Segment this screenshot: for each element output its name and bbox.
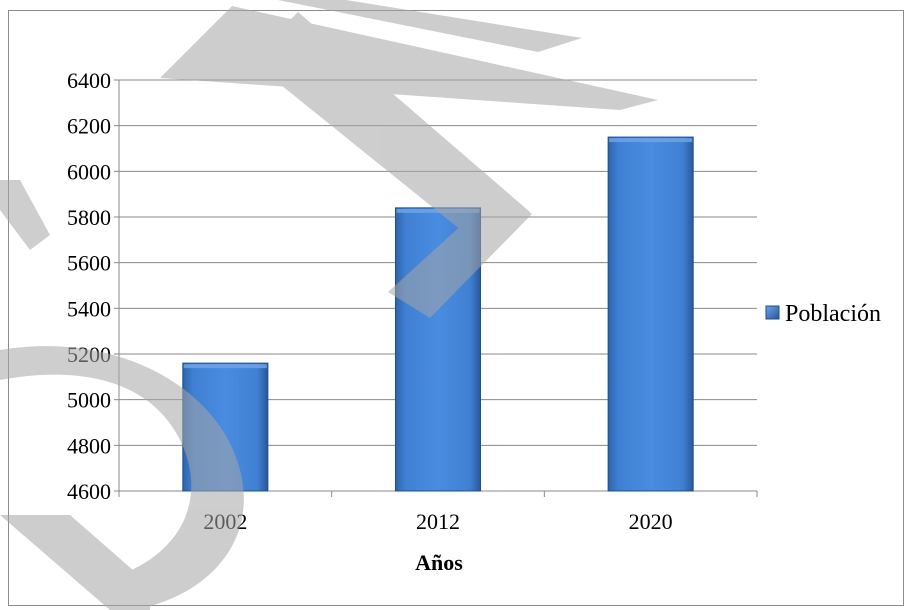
y-tick-label: 4600 (67, 479, 111, 504)
bar-highlight (609, 138, 693, 143)
y-tick-labels: 4600480050005200540056005800600062006400 (67, 68, 111, 504)
x-tick-label: 2012 (416, 509, 460, 534)
watermark-shape (0, 0, 658, 610)
y-tick-label: 6200 (67, 114, 111, 139)
legend-label: Población (785, 301, 881, 327)
bar-2020 (607, 136, 694, 492)
x-axis-title: Años (415, 550, 463, 575)
y-tick-label: 5600 (67, 251, 111, 276)
x-tick-labels: 200220122020 (203, 509, 672, 534)
y-tick-label: 5400 (67, 296, 111, 321)
y-tick-label: 4800 (67, 433, 111, 458)
y-tick-label: 6000 (67, 159, 111, 184)
legend-swatch (765, 305, 780, 320)
y-tick-label: 5000 (67, 388, 111, 413)
x-tick-label: 2020 (629, 509, 673, 534)
legend: Población (765, 301, 881, 327)
bar-highlight (183, 364, 267, 369)
y-tick-label: 6400 (67, 68, 111, 93)
y-tick-label: 5800 (67, 205, 111, 230)
